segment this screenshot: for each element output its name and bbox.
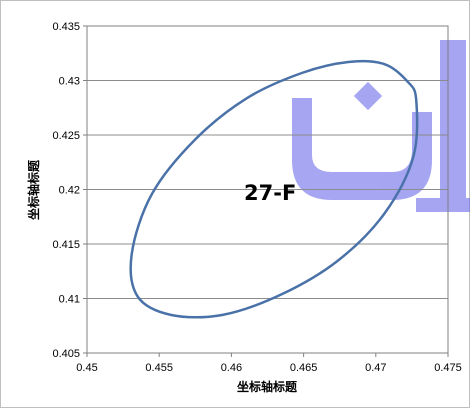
- y-tick-label: 0.415: [52, 239, 80, 251]
- y-tick-label: 0.425: [52, 130, 80, 142]
- x-tick-label: 0.47: [365, 362, 386, 374]
- series-layer: [129, 59, 419, 319]
- y-tick-label: 0.42: [59, 185, 80, 197]
- gridlines: [87, 80, 448, 299]
- x-axis-title: 坐标轴标题: [237, 379, 298, 394]
- y-tick-label: 0.405: [52, 348, 80, 360]
- x-tick-label: 0.45: [76, 362, 97, 374]
- y-tick-label: 0.41: [59, 294, 80, 306]
- x-axis: 0.45 0.455 0.46 0.465 0.47 0.475: [76, 353, 462, 374]
- series-line: [129, 59, 419, 319]
- watermark-logo: [292, 40, 470, 212]
- annotation-label: 27-F: [244, 181, 296, 205]
- y-tick-label: 0.435: [52, 21, 80, 33]
- x-tick-label: 0.46: [221, 362, 242, 374]
- y-tick-label: 0.43: [59, 76, 80, 88]
- y-axis: 0.405 0.41 0.415 0.42 0.425 0.43 0.435: [52, 21, 87, 360]
- x-tick-label: 0.455: [145, 362, 173, 374]
- y-axis-title: 坐标轴标题: [26, 159, 41, 220]
- x-tick-label: 0.475: [434, 362, 462, 374]
- x-tick-label: 0.465: [290, 362, 318, 374]
